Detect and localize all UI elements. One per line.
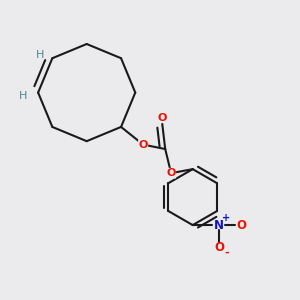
Text: H: H bbox=[19, 91, 27, 100]
Text: O: O bbox=[214, 241, 224, 254]
Text: O: O bbox=[138, 140, 148, 150]
Text: N: N bbox=[214, 219, 224, 232]
Text: -: - bbox=[224, 248, 229, 258]
Text: +: + bbox=[223, 213, 231, 223]
Text: H: H bbox=[36, 50, 44, 60]
Text: O: O bbox=[158, 112, 167, 122]
Text: O: O bbox=[167, 168, 176, 178]
Text: O: O bbox=[236, 219, 246, 232]
